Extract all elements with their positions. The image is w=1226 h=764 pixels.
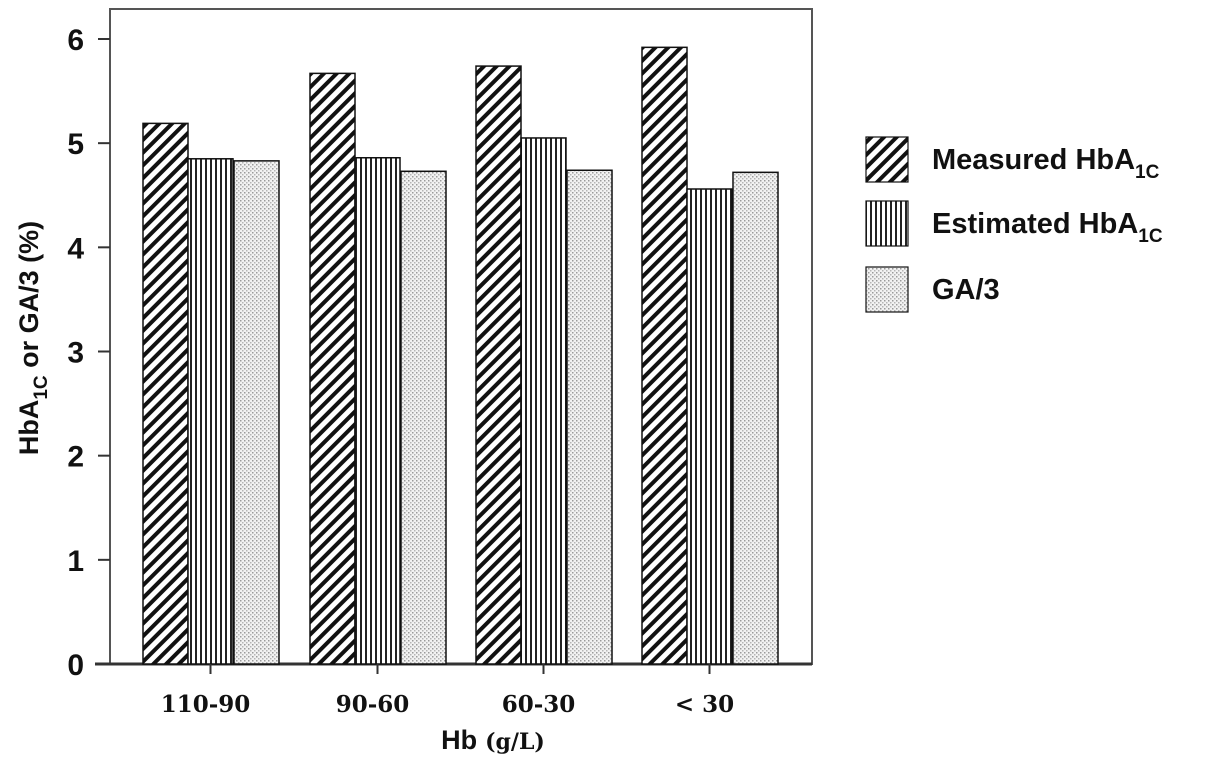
legend-label-main: Estimated HbA xyxy=(932,208,1138,240)
legend-label: Estimated HbA1C xyxy=(932,208,1163,247)
legend-label: GA/3 xyxy=(932,274,1000,306)
y-tick-label: 4 xyxy=(67,232,84,265)
legend-swatch-diagonal-hatch xyxy=(865,136,909,183)
bar-vertical-lines-0 xyxy=(187,158,234,665)
bar-vertical-lines-3 xyxy=(686,188,733,665)
x-tick-label: < 30 xyxy=(675,691,734,718)
y-tick-label: 5 xyxy=(67,128,84,161)
y-axis: 0 1 2 3 4 5 6 xyxy=(67,24,110,682)
legend-label-main: Measured HbA xyxy=(932,144,1135,176)
bar-diagonal-hatch-2 xyxy=(475,65,522,665)
bar-vertical-lines-2 xyxy=(520,137,567,665)
legend-label: Measured HbA1C xyxy=(932,144,1160,183)
legend-label-main: GA/3 xyxy=(932,274,1000,306)
y-axis-label-sub: 1C xyxy=(31,375,52,400)
x-axis-label: Hb (g/L) xyxy=(441,725,545,755)
legend-swatch-dots xyxy=(865,266,909,313)
legend-swatch-vertical-lines xyxy=(865,200,909,247)
x-tick-label: 90-60 xyxy=(336,691,410,718)
bars-group xyxy=(142,46,779,665)
bar-dots-2 xyxy=(566,169,613,665)
x-tick-label: 110-90 xyxy=(161,691,251,718)
bar-diagonal-hatch-1 xyxy=(309,72,356,665)
y-tick-label: 3 xyxy=(67,337,84,370)
legend-label-sub: 1C xyxy=(1135,162,1160,183)
bar-dots-0 xyxy=(233,160,280,665)
bar-diagonal-hatch-0 xyxy=(142,122,189,665)
x-axis-label-unit: (g/L) xyxy=(485,729,545,755)
x-axis: 110-90 90-60 60-30 < 30 xyxy=(161,664,734,718)
y-axis-label-main: HbA xyxy=(14,400,44,456)
y-axis-label-rest: or GA/3 (%) xyxy=(14,221,44,376)
x-axis-label-main: Hb xyxy=(441,725,477,755)
bar-dots-1 xyxy=(400,170,447,665)
bar-vertical-lines-1 xyxy=(354,157,401,665)
y-tick-label: 0 xyxy=(67,649,84,682)
bar-diagonal-hatch-3 xyxy=(641,46,688,665)
x-tick-label: 60-30 xyxy=(502,691,576,718)
y-axis-label: HbA1C or GA/3 (%) xyxy=(14,221,52,455)
y-tick-label: 2 xyxy=(67,441,84,474)
y-tick-label: 6 xyxy=(67,24,84,57)
y-tick-label: 1 xyxy=(67,545,84,578)
legend-label-sub: 1C xyxy=(1138,226,1163,247)
bar-dots-3 xyxy=(732,171,779,665)
